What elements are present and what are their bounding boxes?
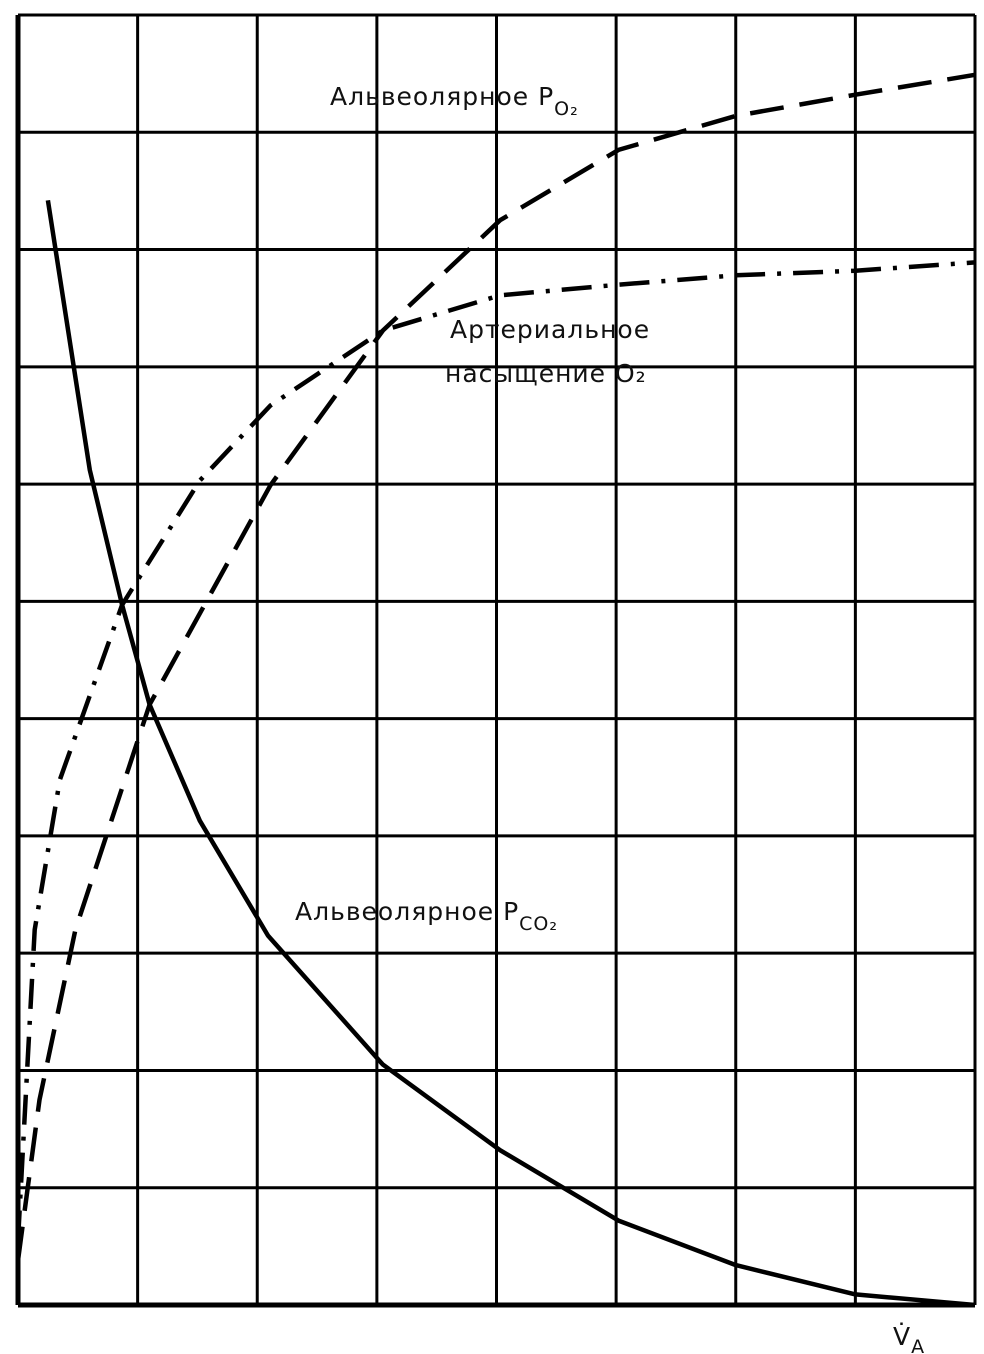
series-label: Альвеолярное PCO₂ xyxy=(295,897,558,935)
data-line xyxy=(45,199,976,1308)
series-label-subscript: CO₂ xyxy=(519,913,558,935)
series-label-text: Альвеолярное P xyxy=(295,897,519,926)
x-axis-label: V̇A xyxy=(893,1322,925,1354)
series-label-text: Артериальное xyxy=(450,315,650,344)
series-label: Артериальное xyxy=(450,315,650,344)
series-label-subscript: O₂ xyxy=(554,98,579,120)
x-axis-label-text: V̇ xyxy=(893,1322,911,1351)
data-line xyxy=(15,260,976,1241)
series-label: Альвеолярное PO₂ xyxy=(330,82,579,120)
series-label-text: Альвеолярное P xyxy=(330,82,554,111)
series-label-line2: насыщение O₂ xyxy=(445,359,647,388)
x-axis-label-subscript: A xyxy=(911,1336,925,1354)
data-line xyxy=(15,72,976,1261)
